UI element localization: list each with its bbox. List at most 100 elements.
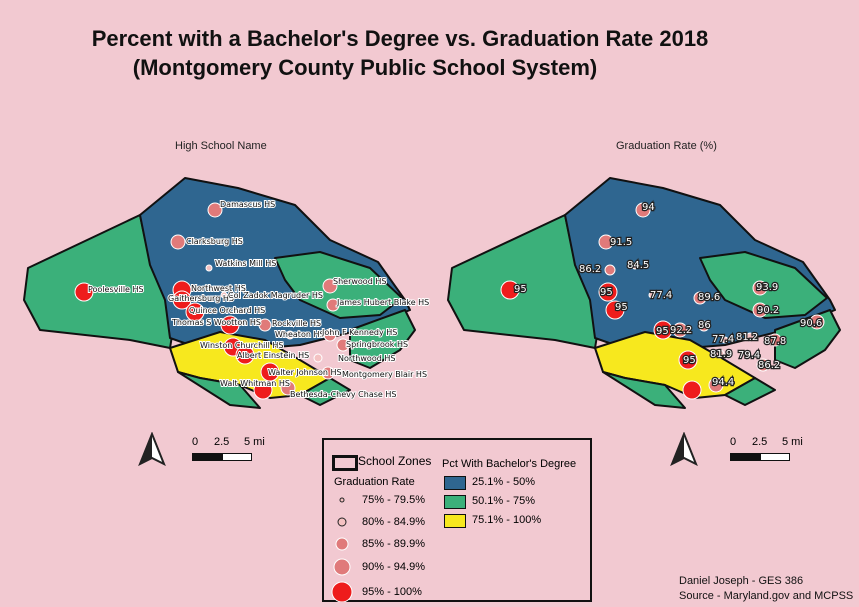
zone-green-central <box>274 251 403 319</box>
scale-end: 5 mi <box>244 436 265 448</box>
dot <box>605 300 625 320</box>
school-label: Wheaton HS <box>275 330 325 339</box>
dot <box>205 264 213 272</box>
legend-swatch-yellow <box>444 514 466 528</box>
legend-zones-swatch <box>332 455 358 471</box>
dot <box>336 338 350 352</box>
legend-grad-title: Graduation Rate <box>334 476 415 488</box>
credit-author: Daniel Joseph - GES 386 <box>679 575 804 587</box>
zone-green-east <box>349 309 416 369</box>
scale-end: 5 mi <box>782 436 803 448</box>
dot <box>756 358 770 372</box>
right-map: 94 91.5 86.2 84.5 95 95 77.4 89.6 93.9 9… <box>447 177 841 409</box>
legend-grad-class: 85% - 89.9% <box>362 538 425 550</box>
school-label: Walter Johnson HS <box>268 368 342 377</box>
rate-label: 81.9 <box>710 349 732 360</box>
school-label: Gaithersburg HS <box>168 294 234 303</box>
dot <box>715 349 725 359</box>
dot <box>672 322 688 338</box>
legend-pct-title: Pct With Bachelor's Degree <box>442 458 577 470</box>
zone-green-southeast <box>299 377 351 406</box>
legend-pct-class: 75.1% - 100% <box>472 514 542 526</box>
dot <box>285 330 295 340</box>
dot <box>313 353 323 363</box>
rate-label: 90.6 <box>800 318 822 329</box>
dot <box>322 278 338 294</box>
dot <box>253 380 273 400</box>
dot <box>321 366 335 380</box>
rate-label: 92.2 <box>670 325 692 336</box>
left-school-dots <box>74 202 350 400</box>
dot <box>598 234 614 250</box>
rate-label: 89.6 <box>698 292 720 303</box>
rate-label: 91.5 <box>610 237 632 248</box>
scale-mid: 2.5 <box>752 436 768 448</box>
left-school-labels: Damascus HS Clarksburg HS Watkins Mill H… <box>87 199 430 400</box>
dot <box>809 314 825 330</box>
school-label: James Hubert Blake HS <box>336 298 429 307</box>
dot <box>220 315 240 335</box>
dot <box>698 320 710 332</box>
rate-label: 87.8 <box>764 336 786 347</box>
school-label: Rockville HS <box>272 319 321 328</box>
dot <box>220 291 228 299</box>
school-label: John F Kennedy HS <box>321 328 397 337</box>
legend-pct-class: 50.1% - 75% <box>472 495 535 507</box>
school-label: Albert Einstein HS <box>237 351 309 360</box>
rate-label: 81.2 <box>736 332 758 343</box>
dot <box>721 336 729 344</box>
dot <box>280 380 296 396</box>
dot <box>752 302 768 318</box>
north-arrow-left <box>138 432 166 466</box>
legend-grad-class: 75% - 79.5% <box>362 494 425 506</box>
rate-label: 77.4 <box>650 290 672 301</box>
right-county-shapes <box>447 177 841 409</box>
north-arrow-right <box>670 432 698 466</box>
dot <box>207 202 223 218</box>
rate-label: 95 <box>514 284 527 295</box>
dot <box>708 377 724 393</box>
dot <box>74 282 94 302</box>
right-rate-labels: 94 91.5 86.2 84.5 95 95 77.4 89.6 93.9 9… <box>513 201 824 390</box>
rate-label: 86.2 <box>579 264 601 275</box>
school-label: Quince Orchard HS <box>189 306 265 315</box>
school-label: Walt Whitman HS <box>220 379 290 388</box>
dot <box>170 234 186 250</box>
dot <box>500 280 520 300</box>
rate-label: 90.2 <box>757 305 779 316</box>
left-map-label: High School Name <box>175 140 267 152</box>
school-label: Northwest HS <box>191 284 246 293</box>
dot <box>598 282 618 302</box>
legend-swatch-blue <box>444 476 466 490</box>
map-title-line2: (Montgomery County Public School System) <box>132 55 598 80</box>
school-label: Damascus HS <box>220 200 275 209</box>
dot <box>185 302 205 322</box>
dot <box>604 264 616 276</box>
scale-mid: 2.5 <box>214 436 230 448</box>
rate-label: 95 <box>683 355 696 366</box>
rate-label: 77.4 <box>712 334 734 345</box>
dot <box>258 318 272 332</box>
rate-label: 95 <box>656 326 669 337</box>
dot <box>326 298 340 312</box>
map-title-line1: Percent with a Bachelor's Degree vs. Gra… <box>91 26 709 51</box>
dot <box>635 202 651 218</box>
dot <box>744 351 752 359</box>
rate-label: 94.4 <box>712 377 734 388</box>
dot <box>648 291 656 299</box>
dot <box>745 332 755 342</box>
left-county-shapes <box>23 177 416 409</box>
rate-label: 95 <box>600 287 613 298</box>
legend-zones-label: School Zones <box>358 454 432 468</box>
credit-source: Source - Maryland.gov and MCPSS <box>679 590 854 602</box>
school-label: Col Zadok Magruder HS <box>228 291 323 300</box>
dot <box>172 290 192 310</box>
rate-label: 79.4 <box>738 350 760 361</box>
left-map: Damascus HS Clarksburg HS Watkins Mill H… <box>23 177 430 409</box>
school-label: Poolesville HS <box>88 285 144 294</box>
dot <box>682 380 702 400</box>
school-label: Clarksburg HS <box>186 237 243 246</box>
scalebar-left: 0 2.5 5 mi <box>192 436 272 466</box>
school-label: Northwood HS <box>338 354 395 363</box>
legend-pct-class: 25.1% - 50% <box>472 476 535 488</box>
